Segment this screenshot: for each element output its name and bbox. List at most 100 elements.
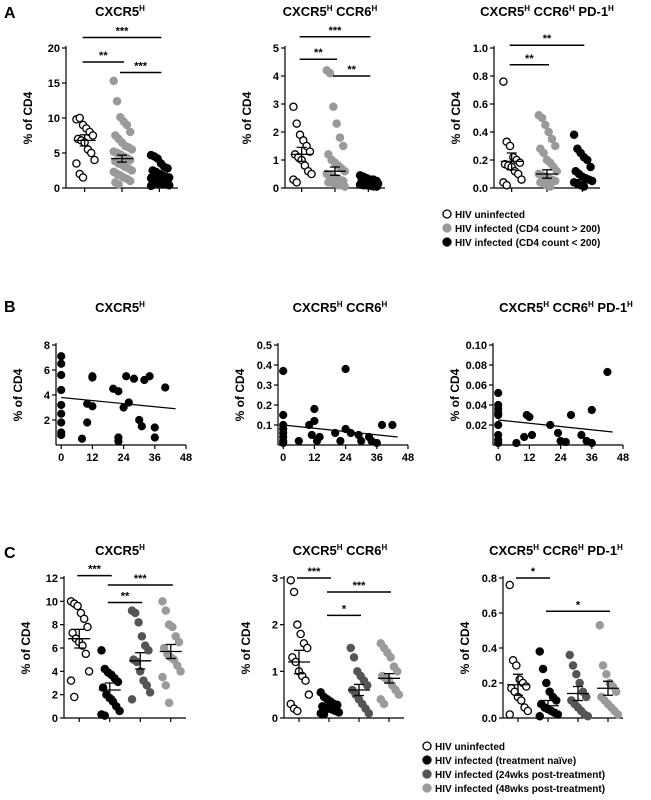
chart-a3-group-1-point-7 <box>539 148 548 158</box>
chart-b2-x-tick-label-2: 24 <box>339 452 352 464</box>
chart-a3-group-0-point-13 <box>502 180 511 190</box>
chart-b3-y-tick-label-0: 0.02 <box>466 420 487 432</box>
chart-c1-group-3-point-13 <box>161 681 171 690</box>
chart-b3-point-5 <box>494 420 503 430</box>
chart-c2-title: CXCR5H CCR6H <box>293 543 388 558</box>
legend-c-marker-0 <box>422 741 432 751</box>
chart-a1-group-1-point-31 <box>114 180 123 189</box>
chart-c1-group-2-point-2 <box>134 618 143 627</box>
chart-c3-group-0-point-5 <box>522 682 531 691</box>
chart-a1-group-0-point-10 <box>86 148 96 158</box>
chart-c3-group-3-point-11 <box>613 710 623 719</box>
chart-c1-group-3-point-1 <box>161 606 171 615</box>
chart-b1-y-tick-label-0: 2 <box>44 415 50 427</box>
chart-a1-y-tick-label-1: 5 <box>54 148 60 160</box>
chart-a1-group-1-point-29 <box>126 176 135 186</box>
chart-b2-point-21 <box>357 436 366 446</box>
chart-a2-y-tick-label-4: 4 <box>273 71 280 83</box>
chart-c3-bracket-label-0: * <box>531 566 536 578</box>
chart-b1-title: CXCR5H <box>95 300 145 315</box>
chart-c1-group-0-point-13 <box>70 692 79 702</box>
chart-c2-group-1-point-13 <box>319 710 329 719</box>
chart-a3-bracket-label-1: ** <box>543 33 552 45</box>
chart-b1-x-tick-label-2: 24 <box>117 452 130 464</box>
chart-a1-bracket-label-1: *** <box>116 26 130 38</box>
chart-c1-y-tick-label-5: 10 <box>46 596 58 608</box>
chart-a2-group-0-point-11 <box>307 169 316 179</box>
chart-a3-y-label: % of CD4 <box>449 91 463 144</box>
chart-a3-y-tick-label-3: 0.6 <box>473 99 488 111</box>
chart-c2-group-3-point-11 <box>394 690 404 699</box>
chart-a3-group-0-point-11 <box>517 175 526 184</box>
chart-c2-group-0-point-2 <box>293 620 302 629</box>
chart-a3-group-0-point-2 <box>505 141 515 151</box>
chart-a3-group-2-point-15 <box>579 182 589 191</box>
chart-c3-group-1-point-5 <box>552 696 561 705</box>
legend-c-label-0: HIV uninfected <box>435 742 505 753</box>
chart-c3-group-0-point-0 <box>505 580 514 590</box>
chart-b2-point-7 <box>279 438 288 448</box>
chart-a3-group-1-point-11 <box>552 166 562 176</box>
chart-b3-point-15 <box>553 428 563 438</box>
chart-b2-point-8 <box>294 436 303 446</box>
chart-b2-point-25 <box>377 420 387 430</box>
chart-a1-group-1-point-4 <box>122 120 132 130</box>
chart-b1-point-21 <box>124 398 133 407</box>
chart-c3-y-tick-label-1: 0.2 <box>482 678 497 690</box>
chart-c2-y-tick-label-1: 1 <box>272 666 278 678</box>
chart-a2-group-0-point-13 <box>292 178 301 187</box>
legend-a-label-2: HIV infected (CD4 count < 200) <box>455 238 600 249</box>
chart-a2-y-tick-label-0: 0 <box>273 183 279 195</box>
chart-c1-title: CXCR5H <box>95 543 145 558</box>
legend-a-marker-1 <box>442 223 452 233</box>
chart-b2-y-tick-label-4: 0.5 <box>257 340 272 352</box>
chart-c2-group-2-point-1 <box>349 653 359 662</box>
chart-c3-group-3-point-2 <box>602 670 611 679</box>
chart-b3-x-tick-label-0: 0 <box>495 452 501 464</box>
chart-b2-y-tick-label-0: 0.1 <box>257 420 272 432</box>
chart-b3-point-23 <box>603 367 612 377</box>
chart-c1-group-0-point-5 <box>83 622 92 632</box>
chart-b1-point-2 <box>57 370 66 380</box>
legend-c-marker-2 <box>422 769 432 779</box>
chart-a2-group-1-point-5 <box>338 141 348 151</box>
chart-c1-group-1-point-0 <box>97 646 106 655</box>
chart-a2-bracket-label-1: *** <box>329 25 343 37</box>
chart-b1-y-label: % of CD4 <box>11 368 25 421</box>
chart-c1-group-0-point-2 <box>73 601 82 611</box>
chart-c2-group-0-point-5 <box>302 643 312 653</box>
chart-b3-y-tick-label-4: 0.10 <box>466 340 487 352</box>
chart-a1-y-tick-label-0: 0 <box>54 183 60 195</box>
chart-a3-group-1-point-21 <box>546 182 555 191</box>
chart-c3-group-0-point-12 <box>505 710 514 719</box>
legend-a-label-1: HIV infected (CD4 count > 200) <box>455 224 600 235</box>
chart-b1-point-6 <box>57 418 66 427</box>
chart-b1-point-27 <box>150 423 159 432</box>
chart-c1-group-3-point-12 <box>158 672 167 682</box>
chart-b1-point-28 <box>150 433 159 442</box>
chart-a3-group-0-point-0 <box>499 77 508 86</box>
chart-b1-point-14 <box>88 402 97 411</box>
chart-c3-group-0-point-2 <box>512 661 521 670</box>
chart-c3-y-label: % of CD4 <box>458 621 472 674</box>
legend-c-marker-1 <box>422 755 432 765</box>
chart-a2-y-tick-label-1: 1 <box>273 155 279 167</box>
chart-c1-group-3-point-11 <box>176 667 185 676</box>
chart-c3-group-2-point-1 <box>568 661 578 670</box>
chart-c1-bracket-label-1: ** <box>121 591 130 603</box>
chart-c1-y-label: % of CD4 <box>19 621 33 674</box>
chart-b1-point-20 <box>122 372 131 381</box>
chart-a1-group-1-point-1 <box>112 96 122 106</box>
chart-a1-y-label: % of CD4 <box>21 91 35 144</box>
chart-a2-y-tick-label-2: 2 <box>273 127 279 139</box>
chart-b2-y-label: % of CD4 <box>233 368 247 421</box>
chart-b1-x-tick-label-1: 12 <box>86 452 98 464</box>
chart-a1-group-0-point-5 <box>88 131 98 140</box>
chart-a3-group-1-point-5 <box>551 141 560 151</box>
chart-b3-x-tick-label-4: 48 <box>617 452 629 464</box>
chart-c2-y-label: % of CD4 <box>239 621 253 674</box>
chart-b3-point-18 <box>566 410 576 420</box>
